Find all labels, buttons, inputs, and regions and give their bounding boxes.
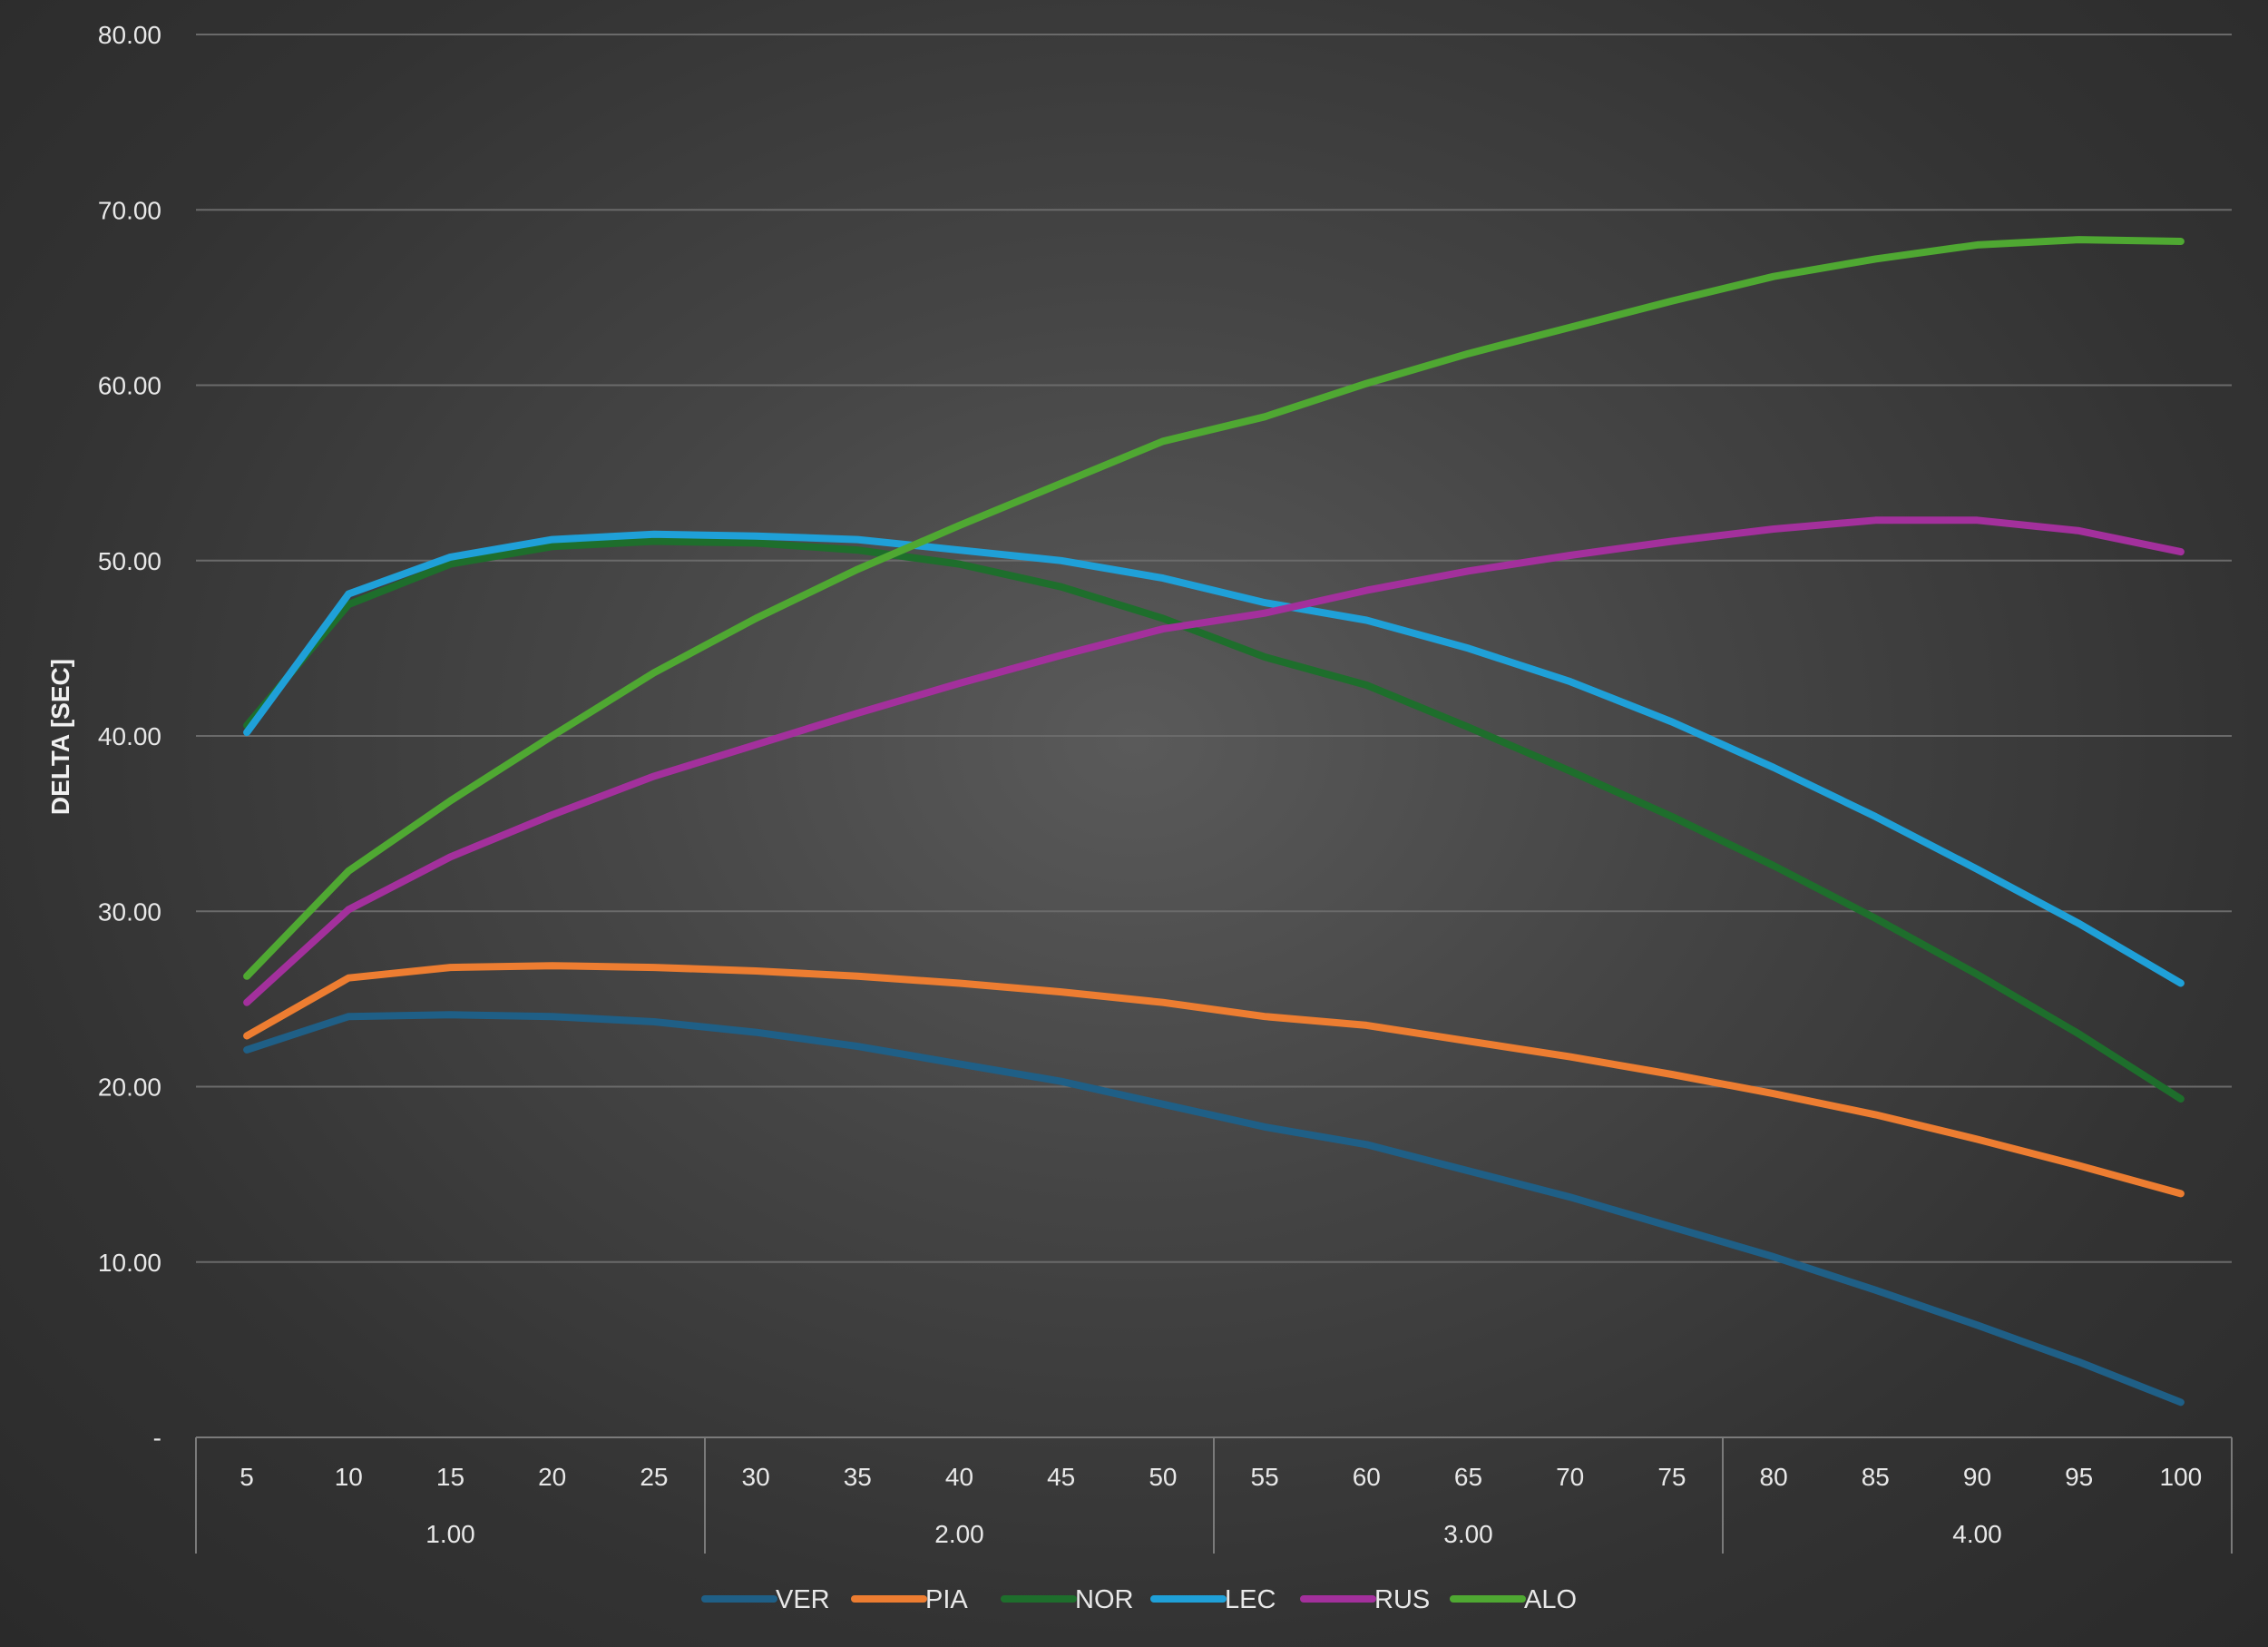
- x-tick-label: 80: [1760, 1463, 1788, 1491]
- x-group-label: 2.00: [934, 1520, 984, 1548]
- x-tick-label: 10: [335, 1463, 363, 1491]
- y-tick-label: 20.00: [98, 1073, 161, 1102]
- gridlines: [196, 34, 2232, 1263]
- legend-label: ALO: [1524, 1585, 1577, 1614]
- series-line-rus: [243, 516, 2185, 1006]
- x-group-label: 1.00: [425, 1520, 475, 1548]
- y-axis-title: DELTA [SEC]: [46, 659, 74, 815]
- x-tick-label: 75: [1657, 1463, 1686, 1491]
- series-line-ver: [243, 1011, 2185, 1407]
- x-tick-label: 35: [844, 1463, 872, 1491]
- y-tick-label: 70.00: [98, 196, 161, 224]
- x-tick-label: 70: [1556, 1463, 1584, 1491]
- y-tick-label: 10.00: [98, 1249, 161, 1277]
- y-tick-label: 80.00: [98, 21, 161, 49]
- y-tick-label: 30.00: [98, 897, 161, 926]
- y-tick-label: 40.00: [98, 722, 161, 750]
- series-line-pia: [243, 962, 2185, 1198]
- y-tick-label: 60.00: [98, 372, 161, 400]
- x-axis: 5 10 15 20 25 30 35 40 45 50 55 60 65 70 75 80 85 90 95 100…: [195, 1436, 2233, 1554]
- x-tick-label: 5: [240, 1463, 254, 1491]
- x-tick-label: 45: [1047, 1463, 1075, 1491]
- x-tick-label: 50: [1149, 1463, 1177, 1491]
- legend-label: VER: [776, 1585, 830, 1614]
- legend-label: PIA: [925, 1585, 968, 1614]
- legend-label: RUS: [1374, 1585, 1430, 1614]
- series-line-lec: [243, 530, 2185, 987]
- y-tick-label: 50.00: [98, 547, 161, 575]
- x-tick-label: 85: [1862, 1463, 1890, 1491]
- x-group-label: 4.00: [1952, 1520, 2002, 1548]
- x-tick-label: 60: [1353, 1463, 1381, 1491]
- x-tick-label: 65: [1454, 1463, 1482, 1491]
- x-tick-label: 95: [2065, 1463, 2093, 1491]
- series-line-alo: [243, 236, 2185, 980]
- x-group-label: 3.00: [1443, 1520, 1493, 1548]
- x-tick-label: 25: [640, 1463, 668, 1491]
- x-tick-label: 55: [1251, 1463, 1279, 1491]
- legend: VER PIA NOR LEC RUS ALO: [701, 1585, 1577, 1614]
- x-tick-label: 20: [538, 1463, 566, 1491]
- x-tick-label: 90: [1963, 1463, 1991, 1491]
- x-tick-label: 30: [742, 1463, 770, 1491]
- plot-area: [243, 236, 2185, 1407]
- x-tick-label: 40: [945, 1463, 973, 1491]
- y-tick-label: -: [153, 1424, 161, 1452]
- legend-label: NOR: [1075, 1585, 1133, 1614]
- series-line-nor: [243, 537, 2185, 1103]
- legend-label: LEC: [1225, 1585, 1276, 1614]
- y-axis-ticks: - 10.00 20.00 30.00 40.00 50.00 60.00 70.00 80.0…: [98, 21, 161, 1452]
- x-tick-label: 100: [2160, 1463, 2203, 1491]
- x-tick-label: 15: [436, 1463, 464, 1491]
